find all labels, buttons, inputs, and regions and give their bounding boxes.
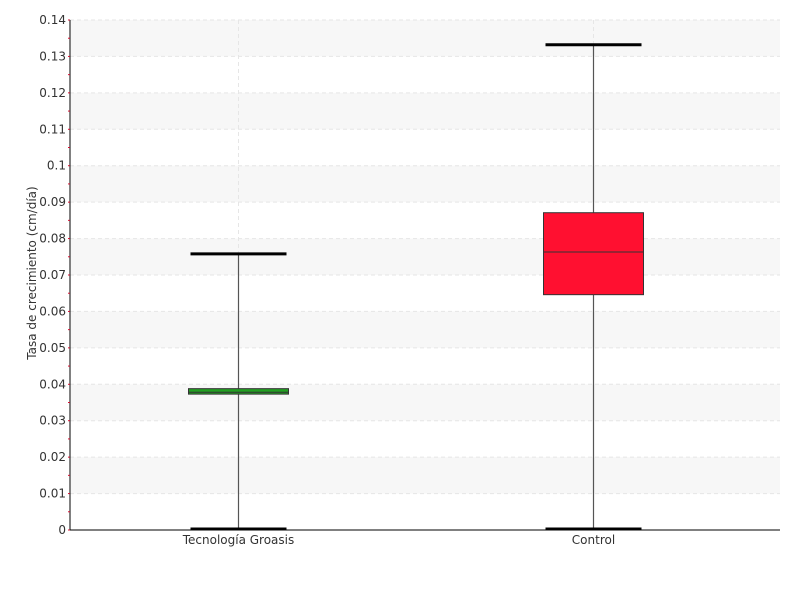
box-group (543, 43, 644, 531)
grid-band (71, 311, 780, 348)
y-tick-label: 0.01 (39, 487, 66, 501)
y-tick-label: 0.02 (39, 450, 66, 464)
y-tick-label: 0.13 (39, 49, 66, 63)
y-tick-label: 0.1 (47, 159, 66, 173)
y-tick-label: 0.14 (39, 13, 66, 27)
grid (70, 19, 780, 530)
y-tick-label: 0.04 (39, 377, 66, 391)
grid-band (71, 20, 780, 57)
y-tick-label: 0.07 (39, 268, 66, 282)
grid-band (71, 92, 780, 130)
grid-band (71, 384, 780, 421)
y-axis-title: Tasa de crecimiento (cm/día) (25, 186, 39, 360)
x-category-label: Tecnología Groasis (182, 533, 295, 547)
y-tick-label: 0.12 (39, 86, 66, 100)
box-iqr (543, 212, 644, 296)
y-tick-label: 0.03 (39, 414, 66, 428)
y-tick-label: 0 (58, 523, 66, 537)
y-tick-label: 0.06 (39, 304, 66, 318)
y-ticks: 0 0.01 0.02 0.03 0.04 0.05 0.06 0.07 0.08 0.09 0.1… (39, 13, 70, 537)
y-tick-label: 0.08 (39, 232, 66, 246)
box-group (188, 252, 289, 531)
grid-band (71, 165, 780, 203)
y-tick-label: 0.05 (39, 341, 66, 355)
y-tick-label: 0.09 (39, 195, 66, 209)
x-tick-labels: Tecnología Groasis Control (182, 533, 615, 547)
y-tick-label: 0.11 (39, 122, 66, 136)
x-category-label: Control (572, 533, 615, 547)
box-iqr (188, 388, 289, 395)
grid-band (71, 238, 780, 275)
grid-band (71, 457, 780, 494)
boxes (188, 43, 644, 531)
